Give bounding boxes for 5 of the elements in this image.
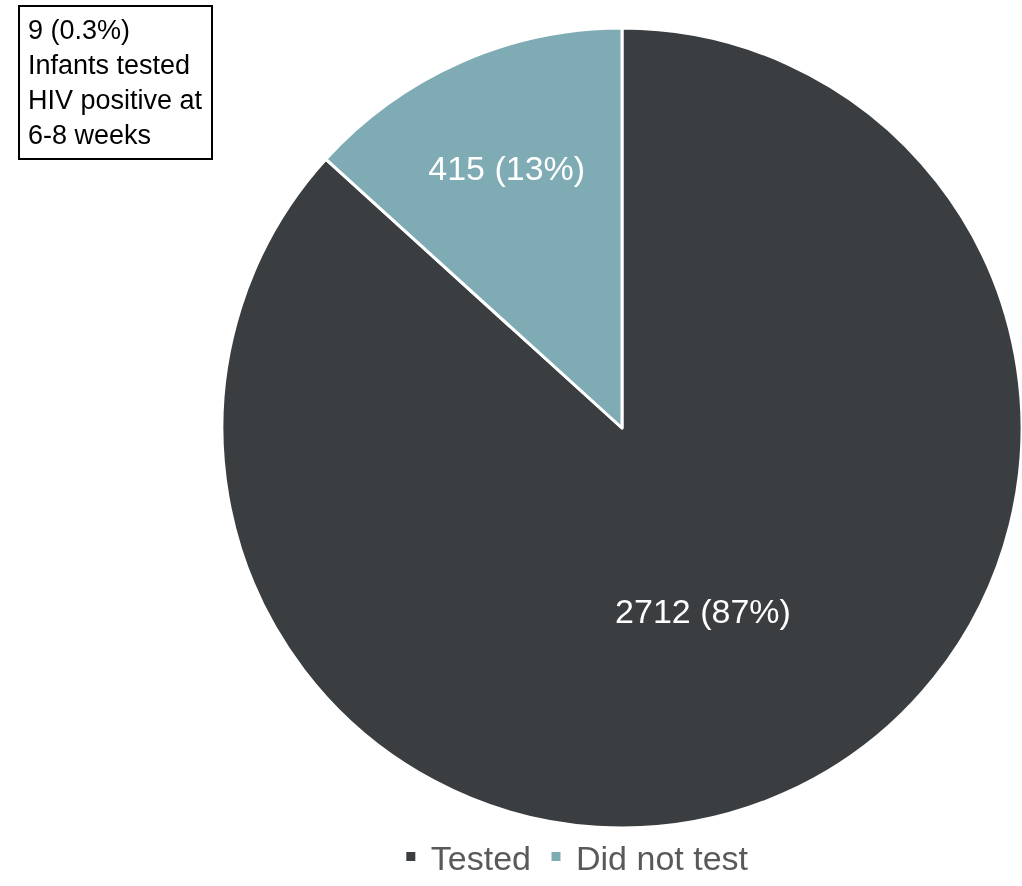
legend-label: Tested bbox=[430, 838, 532, 877]
data-label: 415 (13%) bbox=[428, 148, 586, 187]
text: 9 (0.3%) Infants tested HIV positive at 6-8 weeks bbox=[28, 15, 203, 151]
legend-label: Did not test bbox=[576, 838, 749, 877]
data-label: 2712 (87%) bbox=[615, 591, 791, 630]
